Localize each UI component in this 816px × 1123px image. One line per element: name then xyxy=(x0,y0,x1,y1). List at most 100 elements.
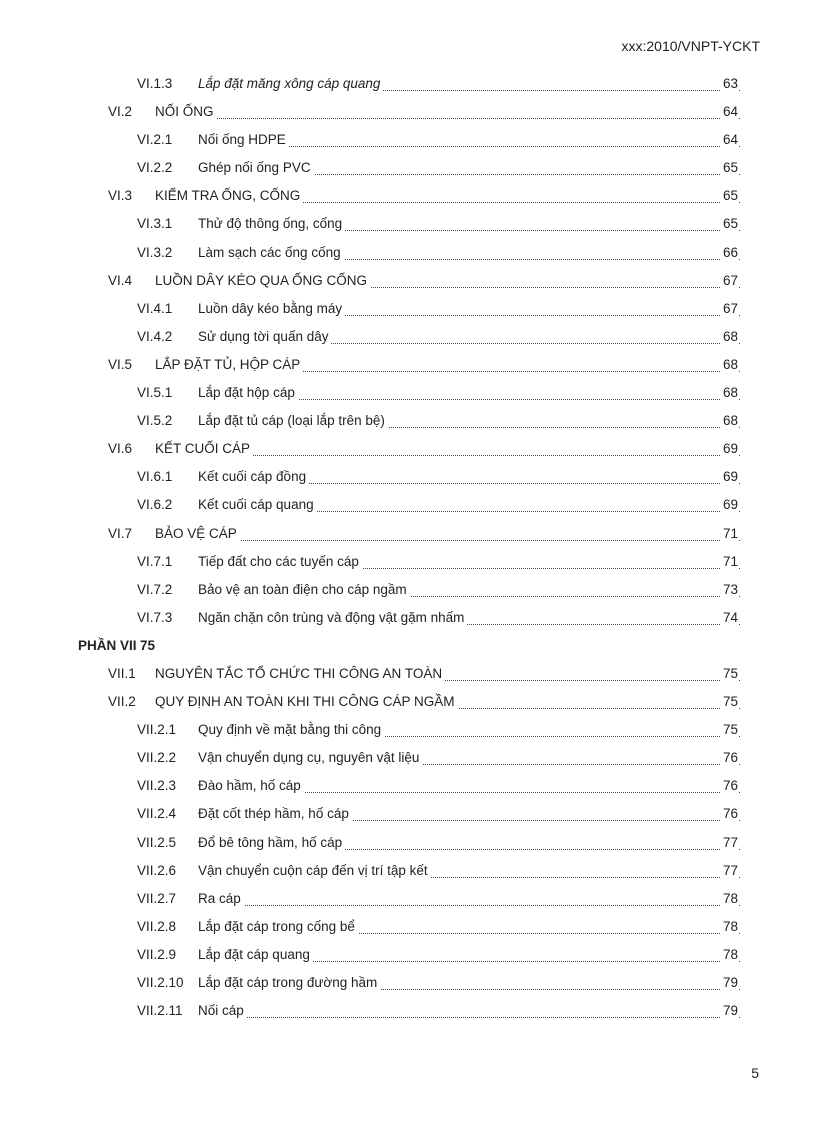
toc-leader-dots xyxy=(198,792,740,822)
toc-entry[interactable]: VI.7 BẢO VỆ CÁP 71 xyxy=(0,519,816,548)
toc-entry[interactable]: VI.4.1 Luồn dây kéo bằng máy 67 xyxy=(0,294,816,323)
toc-entry[interactable]: VI.2 NỐI ỐNG 64 xyxy=(0,98,816,127)
toc-leader-dots xyxy=(198,287,740,316)
toc-page-number: 75 xyxy=(719,716,738,745)
toc-page-number: 64 xyxy=(719,98,738,127)
toc-entry[interactable]: VI.5.2 Lắp đặt tủ cáp (loại lắp trên bệ)… xyxy=(0,407,816,436)
toc-entry[interactable]: VII.1 NGUYÊN TẮC TỔ CHỨC THI CÔNG AN TOÀ… xyxy=(0,659,816,688)
toc-page-number: 76 xyxy=(719,800,738,829)
toc-entry[interactable]: VI.3 KIỂM TRA ỐNG, CỐNG 65 xyxy=(0,182,816,211)
toc-entry[interactable]: VII.2.4 Đặt cốt thép hầm, hố cáp 76 xyxy=(0,800,816,829)
toc-section-title: Lắp đặt cáp trong cống bể xyxy=(198,912,358,941)
toc-section-number: VI.6 xyxy=(108,441,133,457)
toc-leader-dots xyxy=(198,399,740,429)
toc-entry[interactable]: VI.2.2 Ghép nối ống PVC 65 xyxy=(0,154,816,183)
toc-entry[interactable]: VI.6.2 Kết cuối cáp quang 69 xyxy=(0,491,816,520)
toc-entry[interactable]: VII.2.7 Ra cáp 78 xyxy=(0,884,816,913)
toc-page-number: 78 xyxy=(719,912,738,941)
toc-leader-dots xyxy=(198,568,740,597)
toc-leader-dots xyxy=(198,905,740,934)
toc-entry[interactable]: VI.5.1 Lắp đặt hộp cáp 68 xyxy=(0,379,816,408)
toc-page-number: 79 xyxy=(719,969,738,997)
toc-page-number: 75 xyxy=(140,637,156,653)
toc-section-title: LẮP ĐẶT TỦ, HỘP CÁP xyxy=(155,350,304,379)
toc-entry[interactable]: VII.2.3 Đào hầm, hố cáp 76 xyxy=(0,772,816,801)
toc-leader-dots xyxy=(198,596,740,625)
toc-section-number: VII.2.7 xyxy=(137,890,177,906)
toc-entry[interactable]: VII.2.9 Lắp đặt cáp quang 78 xyxy=(0,940,816,969)
toc-entry[interactable]: VII.2.11 Nối cáp 79 xyxy=(0,997,816,1026)
toc-entry[interactable]: VI.6 KẾT CUỐI CÁP 69 xyxy=(0,435,816,464)
toc-entry[interactable]: VI.3.2 Làm sạch các ống cống 66 xyxy=(0,238,816,267)
toc-entry[interactable]: VI.6.1 Kết cuối cáp đồng 69 xyxy=(0,463,816,492)
toc-leader-dots xyxy=(198,821,740,850)
toc-entry[interactable]: VI.4 LUỒN DÂY KÉO QUA ỐNG CỐNG 67 xyxy=(0,266,816,295)
toc-page-number: 75 xyxy=(719,659,738,688)
toc-section-number: VII.2 xyxy=(108,694,136,710)
toc-section-title: Ra cáp xyxy=(198,884,244,913)
toc-page-number: 66 xyxy=(719,238,738,267)
toc-entry[interactable]: VII.2.8 Lắp đặt cáp trong cống bể 78 xyxy=(0,912,816,941)
toc-leader-dots xyxy=(155,652,740,681)
toc-section-number: VII.2.8 xyxy=(137,918,177,934)
toc-section-title: Lắp đặt cáp quang xyxy=(198,940,313,969)
toc-section-title: QUY ĐỊNH AN TOÀN KHI THI CÔNG CÁP NGẦM xyxy=(155,688,458,717)
toc-page-number: 69 xyxy=(719,463,738,492)
toc-entry[interactable]: VII.2.2 Vận chuyển dụng cụ, nguyên vật l… xyxy=(0,744,816,773)
toc-leader-dots xyxy=(155,90,740,120)
toc-page-number: 65 xyxy=(719,182,738,211)
toc-section-number: VI.2 xyxy=(108,104,133,120)
toc-entry[interactable]: VII.2.1 Quy định về mặt bằng thi công 75 xyxy=(0,716,816,745)
toc-leader-dots xyxy=(198,736,740,766)
toc-leader-dots xyxy=(155,259,740,288)
toc-entry[interactable]: VII.2.10 Lắp đặt cáp trong đường hầm 79 xyxy=(0,969,816,997)
toc-entry[interactable]: VI.4.2 Sử dụng tời quấn dây 68 xyxy=(0,322,816,351)
toc-section-title: Đổ bê tông hầm, hố cáp xyxy=(198,828,346,857)
toc-entry[interactable]: VI.7.2 Bảo vệ an toàn điện cho cáp ngầm … xyxy=(0,575,816,604)
toc-leader-dots xyxy=(198,708,740,738)
toc-section-title: Tiếp đất cho các tuyến cáp xyxy=(198,547,362,576)
toc-page-number: 77 xyxy=(719,856,738,885)
toc-entry[interactable]: VII.2.6 Vận chuyển cuộn cáp đến vị trí t… xyxy=(0,856,816,885)
toc-section-number: VI.7.3 xyxy=(137,609,173,625)
toc-page-number: 67 xyxy=(719,266,738,295)
toc-page-number: 71 xyxy=(719,519,738,548)
toc-section-title: KẾT CUỐI CÁP xyxy=(155,435,254,464)
toc-leader-dots xyxy=(198,118,740,148)
toc-leader-dots xyxy=(198,764,740,794)
toc-section-number: VI.7.1 xyxy=(137,553,173,569)
toc-entry[interactable]: VI.7.3 Ngăn chặn côn trùng và động vật g… xyxy=(0,603,816,632)
toc-section-number: VII.2.10 xyxy=(137,975,184,990)
toc-section-number: VI.7.2 xyxy=(137,581,173,597)
toc-section-title: Đào hầm, hố cáp xyxy=(198,772,304,801)
toc-section-number: VI.5.1 xyxy=(137,385,173,401)
toc-page-number: 75 xyxy=(719,688,738,717)
toc-entry[interactable]: VII.2 QUY ĐỊNH AN TOÀN KHI THI CÔNG CÁP … xyxy=(0,688,816,717)
toc-leader-dots xyxy=(155,427,740,457)
toc-section-title: Kết cuối cáp quang xyxy=(198,491,317,520)
toc-entry[interactable]: VI.2.1 Nối ống HDPE 64 xyxy=(0,126,816,155)
toc-page-number: 69 xyxy=(719,491,738,520)
toc-entry[interactable]: VI.3.1 Thử độ thông ống, cống 65 xyxy=(0,210,816,239)
toc-leader-dots xyxy=(155,343,740,372)
toc-section-title: Kết cuối cáp đồng xyxy=(198,463,310,492)
toc-page-number: 67 xyxy=(719,294,738,323)
toc-section-title: Làm sạch các ống cống xyxy=(198,238,344,267)
toc-entry[interactable]: VI.1.3 Lắp đặt măng xông cáp quang 63 xyxy=(0,70,816,98)
toc-section-number: VI.1.3 xyxy=(137,76,173,91)
toc-section-number: VII.2.2 xyxy=(137,750,177,766)
toc-section-number: VI.3.1 xyxy=(137,216,173,232)
toc-page-number: 63 xyxy=(719,70,738,98)
toc-leader-dots xyxy=(198,315,740,344)
toc-entry[interactable]: VI.5 LẮP ĐẶT TỦ, HỘP CÁP 68 xyxy=(0,350,816,379)
toc-leader-dots xyxy=(155,174,740,204)
toc-leader-dots xyxy=(198,371,740,401)
toc-part-heading[interactable]: PHẦN VII 75 xyxy=(0,632,816,660)
toc-section-title: Lắp đặt cáp trong đường hầm xyxy=(198,969,381,997)
toc-entry[interactable]: VI.7.1 Tiếp đất cho các tuyến cáp 71 xyxy=(0,547,816,576)
toc-entry[interactable]: VII.2.5 Đổ bê tông hầm, hố cáp 77 xyxy=(0,828,816,857)
toc-page-number: 68 xyxy=(719,407,738,436)
toc-section-title: LUỒN DÂY KÉO QUA ỐNG CỐNG xyxy=(155,266,371,295)
toc-section-title: Ghép nối ống PVC xyxy=(198,154,314,183)
toc-page-number: 65 xyxy=(719,154,738,183)
